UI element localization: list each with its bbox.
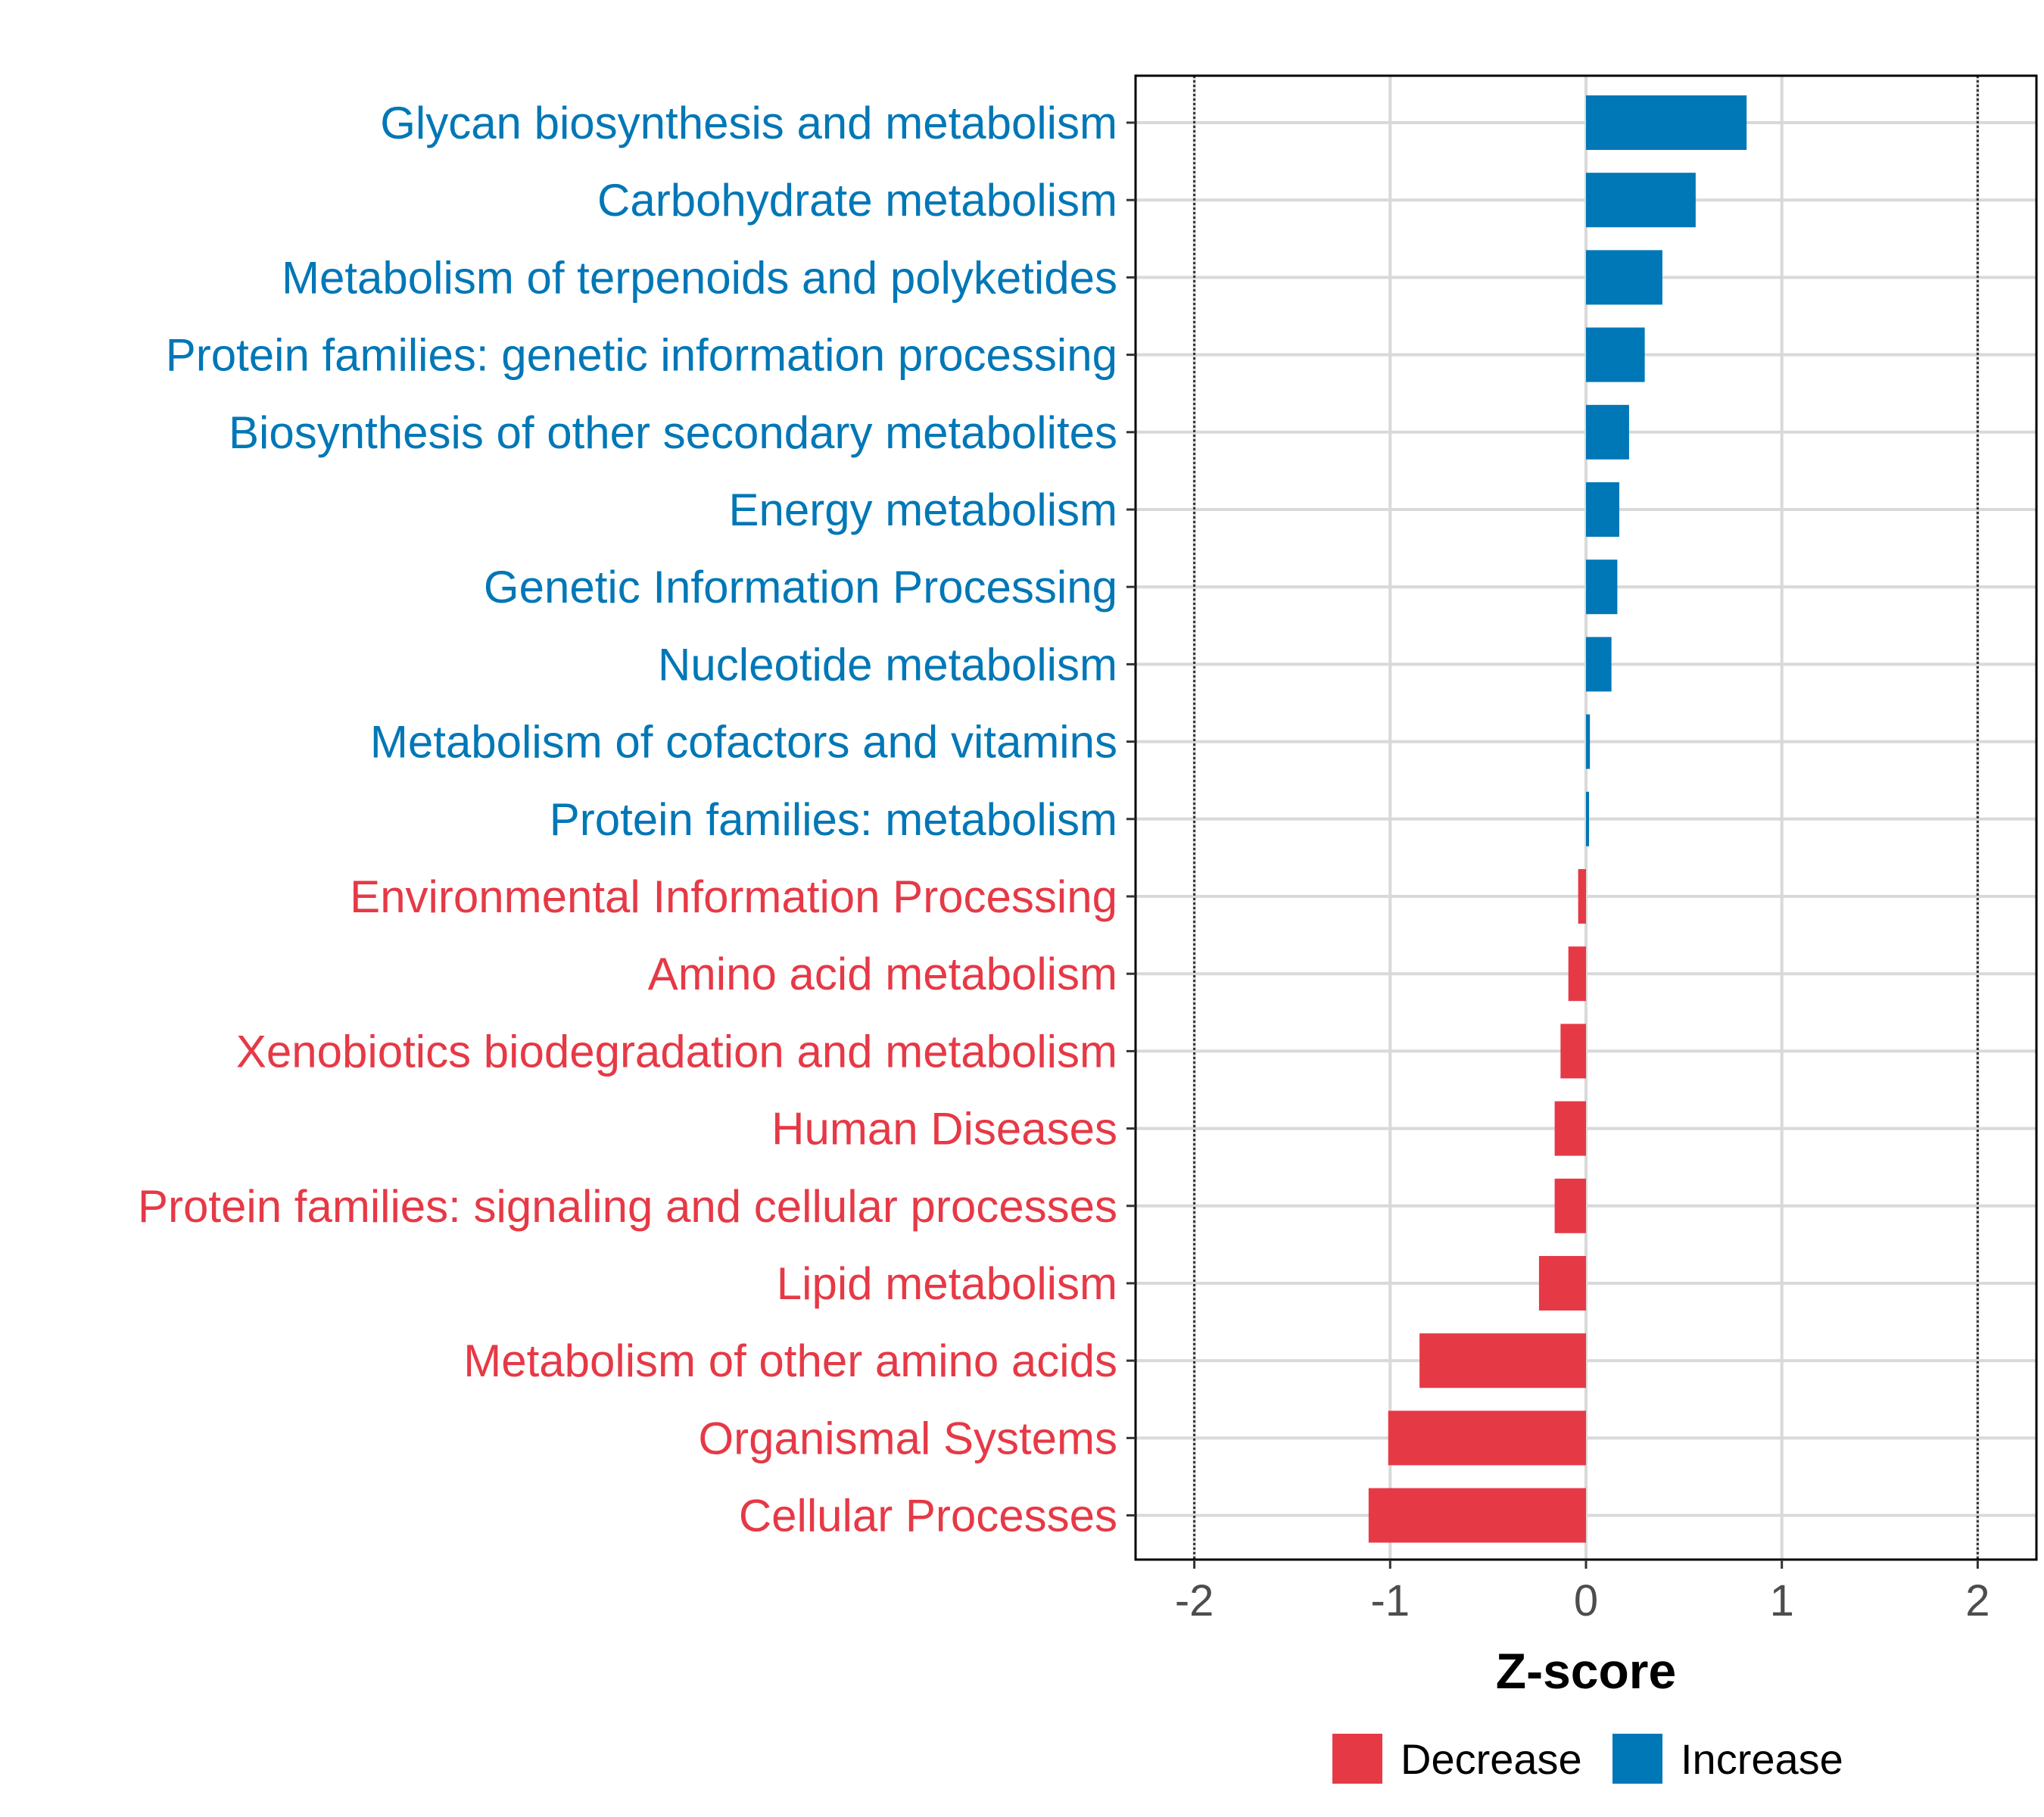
reference-lines <box>1193 76 1979 1560</box>
y-axis-ticks <box>1126 121 1136 1517</box>
bar-4 <box>1586 404 1629 460</box>
category-label-7: Nucleotide metabolism <box>658 639 1117 690</box>
x-tick-label-3: 1 <box>1770 1576 1794 1625</box>
category-label-6: Genetic Information Processing <box>484 562 1117 612</box>
x-axis-title: Z-score <box>1496 1643 1676 1699</box>
bar-7 <box>1586 637 1612 692</box>
category-label-14: Protein families: signaling and cellular… <box>138 1181 1117 1232</box>
category-label-16: Metabolism of other amino acids <box>463 1335 1117 1386</box>
x-axis-ticks <box>1193 1560 1979 1569</box>
x-axis-labels: -2 -1 0 1 2 <box>1175 1576 1990 1625</box>
category-label-4: Biosynthesis of other secondary metaboli… <box>229 407 1117 458</box>
x-tick-label-0: -2 <box>1175 1576 1214 1625</box>
x-tick-label-2: 0 <box>1574 1576 1598 1625</box>
bar-10 <box>1578 869 1586 924</box>
y-axis-labels: Glycan biosynthesis and metabolism Carboh… <box>138 98 1117 1541</box>
bar-18 <box>1368 1488 1586 1543</box>
bar-16 <box>1419 1333 1586 1388</box>
category-label-18: Cellular Processes <box>739 1491 1117 1541</box>
bar-6 <box>1586 559 1618 615</box>
bar-3 <box>1586 327 1645 382</box>
category-label-8: Metabolism of cofactors and vitamins <box>370 717 1117 768</box>
bar-14 <box>1554 1178 1586 1233</box>
category-label-9: Protein families: metabolism <box>550 794 1117 845</box>
x-tick-label-4: 2 <box>1965 1576 1989 1625</box>
category-label-2: Metabolism of terpenoids and polyketides <box>282 252 1117 303</box>
legend-label-increase: Increase <box>1681 1735 1843 1783</box>
category-label-0: Glycan biosynthesis and metabolism <box>380 98 1117 148</box>
category-label-13: Human Diseases <box>771 1104 1117 1155</box>
legend-label-decrease: Decrease <box>1401 1735 1582 1783</box>
bar-15 <box>1538 1256 1586 1311</box>
category-label-3: Protein families: genetic information pr… <box>166 330 1117 381</box>
category-label-5: Energy metabolism <box>728 485 1117 535</box>
legend-key-increase <box>1612 1734 1662 1784</box>
bar-13 <box>1554 1101 1586 1156</box>
category-label-12: Xenobiotics biodegradation and metabolis… <box>236 1026 1117 1077</box>
category-label-10: Environmental Information Processing <box>350 871 1117 922</box>
bar-5 <box>1586 482 1619 537</box>
bar-17 <box>1388 1410 1586 1466</box>
category-label-1: Carbohydrate metabolism <box>597 175 1117 226</box>
category-label-15: Lipid metabolism <box>777 1258 1117 1309</box>
bar-2 <box>1586 250 1662 305</box>
x-tick-label-1: -1 <box>1371 1576 1410 1625</box>
bar-9 <box>1586 791 1589 846</box>
bar-12 <box>1560 1024 1586 1079</box>
bar-1 <box>1586 173 1696 228</box>
bar-11 <box>1568 946 1586 1002</box>
bars <box>1368 95 1747 1543</box>
category-label-11: Amino acid metabolism <box>648 949 1117 999</box>
bar-0 <box>1586 95 1747 150</box>
legend: Decrease Increase <box>1332 1734 1843 1784</box>
legend-key-decrease <box>1332 1734 1382 1784</box>
category-label-17: Organismal Systems <box>699 1413 1117 1463</box>
bar-8 <box>1586 714 1591 769</box>
